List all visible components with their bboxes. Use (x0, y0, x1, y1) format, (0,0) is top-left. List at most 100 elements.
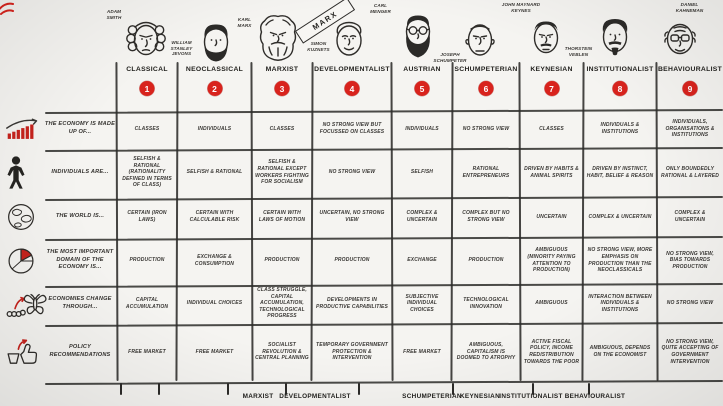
table-cell: CERTAIN WITH LAWS OF MOTION (258, 210, 306, 223)
table-cell: PRODUCTION (264, 257, 300, 264)
table-cell: SOCIALIST REVOLUTION & CENTRAL PLANNING (255, 342, 309, 362)
table-cell: NO STRONG VIEW, MORE EMPHASIS ON PRODUCT… (587, 247, 653, 274)
globe-icon (5, 202, 37, 232)
portrait-menger (396, 8, 440, 62)
economist-name: THORSTEIN VEBLEN (564, 46, 593, 57)
keynes-caricature (533, 21, 559, 54)
table-cell: PRODUCTION (129, 257, 165, 264)
row-label: ECONOMIES CHANGE THROUGH... (48, 295, 112, 310)
school-number-badge: 5 (414, 81, 430, 96)
table-cell: NO STRONG VIEW, BIAS TOWARDS PRODUCTION (666, 250, 714, 270)
table-cell: PRODUCTION (468, 257, 504, 264)
table-cell: DEVELOPMENTS IN PRODUCTIVE CAPABILITIES (316, 296, 388, 310)
table-cell: SELFISH & RATIONAL (RATIONALITY DEFINED … (122, 156, 172, 189)
row-label: THE WORLD IS... (55, 213, 105, 220)
school-number-badge: 8 (612, 81, 628, 96)
portrait-marx (256, 11, 300, 65)
school-number-badge: 1 (139, 81, 155, 96)
table-cell: DRIVEN BY HABITS & ANIMAL SPIRITS (524, 165, 579, 179)
table-cell: UNCERTAIN, NO STRONG VIEW (319, 210, 385, 223)
footer-tick (158, 383, 160, 395)
jevons-caricature (203, 24, 229, 62)
table-cell: NO STRONG VIEW (462, 125, 510, 132)
economist-name: JOHN MAYNARD KEYNES (501, 2, 541, 13)
footer-label: KEYNESIAN (460, 393, 500, 400)
table-cell: FREE MARKET (195, 348, 234, 355)
footer-tick (227, 383, 229, 395)
table-cell: NO STRONG VIEW (666, 300, 714, 307)
marx-caricature (259, 15, 297, 61)
table-cell: CLASSES (539, 125, 564, 132)
table-cell: CLASSES (134, 125, 160, 132)
bar-chart-growth-icon (5, 117, 41, 141)
table-cell: FREE MARKET (403, 348, 441, 355)
school-header-label: DEVELOPMENTALIST (314, 66, 390, 73)
footer-label: MARXIST (242, 393, 274, 400)
table-cell: INDIVIDUALS, ORGANISATIONS & INSTITUTION… (665, 119, 715, 139)
table-cell: CERTAIN (IRON LAWS) (127, 210, 167, 223)
table-cell: SELFISH & RATIONAL EXCEPT WORKERS FIGHTI… (255, 159, 309, 186)
table-cell: AMBIGUOUS, CAPITALISM IS DOOMED TO ATROP… (456, 342, 516, 362)
table-cell: INDIVIDUALS (405, 125, 439, 132)
table-cell: EXCHANGE (407, 257, 437, 264)
economist-name: WILLIAM STANLEY JEVONS (170, 40, 193, 57)
table-cell: COMPLEX BUT NO STRONG VIEW (462, 210, 510, 223)
economist-name: DANIEL KAHNEMAN (675, 2, 704, 13)
portrait-schumpeter (458, 13, 502, 67)
row-label: POLICY RECOMMENDATIONS (49, 344, 111, 358)
footer-tick (285, 383, 287, 395)
school-header-label: KEYNESIAN (530, 66, 573, 73)
metamorphosis-icon (5, 289, 47, 319)
portrait-veblen (593, 11, 637, 65)
portrait-kahneman (658, 12, 702, 66)
table-cell: COMPLEX & UNCERTAIN (588, 213, 652, 220)
menger-caricature (405, 15, 431, 58)
row-label: THE ECONOMY IS MADE UP OF... (44, 121, 116, 135)
red-scribble-decoration (0, 2, 14, 15)
school-number-badge: 2 (207, 81, 222, 96)
table-cell: CLASSES (269, 125, 295, 132)
school-number-badge: 3 (274, 81, 290, 96)
table-cell: SELFISH & RATIONAL (186, 169, 243, 176)
school-header-label: NEOCLASSICAL (185, 66, 244, 73)
table-cell: CERTAIN WITH CALCULABLE RISK (189, 210, 240, 223)
footer-label: BEHAVIOURALIST (564, 393, 626, 400)
economist-name: SIMON KUZNETS (307, 41, 330, 52)
kuznets-caricature (336, 21, 362, 56)
footer-tick (358, 383, 360, 395)
footer-tick (532, 383, 534, 395)
footer-tick (588, 383, 590, 395)
table-cell: PRODUCTION (334, 257, 370, 264)
footer-tick (120, 383, 122, 395)
portrait-keynes (524, 12, 568, 66)
table-cell: DRIVEN BY INSTINCT, HABIT, BELIEF & REAS… (586, 165, 654, 179)
table-cell: NO STRONG VIEW BUT FOCUSSED ON CLASSES (319, 122, 385, 135)
school-header-label: BEHAVIOURALIST (657, 66, 723, 73)
school-header-label: CLASSICAL (126, 66, 168, 73)
school-number-badge: 4 (344, 81, 360, 96)
school-number-badge: 7 (544, 81, 559, 96)
table-cell: SUBJECTIVE INDIVIDUAL CHOICES (405, 293, 439, 313)
school-number-badge: 6 (478, 81, 494, 96)
table-cell: AMBIGUOUS (MINORITY PAYING ATTENTION TO … (527, 247, 576, 274)
table-cell: CLASS STRUGGLE, CAPITAL ACCUMULATION, TE… (257, 287, 307, 320)
footer-label: INSTITUTIONALIST (499, 393, 563, 400)
table-cell: TECHNOLOGICAL INNOVATION (463, 296, 509, 310)
school-header-label: SCHUMPETERIAN (454, 66, 518, 73)
economist-name: CARL MENGER (370, 3, 391, 14)
row-label: THE MOST IMPORTANT DOMAIN OF THE ECONOMY… (46, 249, 114, 271)
economist-name: JOSEPH SCHUMPETER (433, 52, 467, 63)
footer-tick (452, 383, 454, 395)
table-cell: ACTIVE FISCAL POLICY, INCOME REDISTRIBUT… (523, 338, 580, 365)
table-cell: AMBIGUOUS (535, 300, 568, 307)
economist-name: ADAM SMITH (106, 9, 122, 20)
portrait-jevons (194, 16, 238, 70)
table-cell: INTERACTION BETWEEN INDIVIDUALS & INSTIT… (588, 293, 652, 313)
table-cell: SELFISH (410, 169, 434, 176)
kahneman-caricature (664, 23, 696, 55)
portrait-kuznets (327, 14, 371, 68)
table-cell: COMPLEX & UNCERTAIN (674, 210, 706, 223)
schumpeter-caricature (465, 24, 495, 56)
footer-label: SCHUMPETERIAN (402, 393, 462, 400)
table-cell: INDIVIDUALS & INSTITUTIONS (600, 122, 640, 135)
